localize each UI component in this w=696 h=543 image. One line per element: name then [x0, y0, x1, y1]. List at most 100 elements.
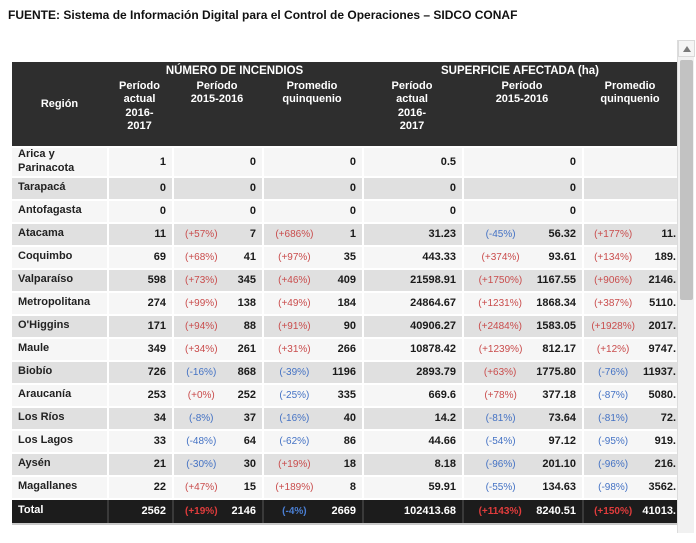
- value-cell: 3562.: [648, 481, 676, 493]
- value-cell: 2562: [107, 499, 172, 523]
- pct-change: (+91%): [278, 320, 311, 332]
- value-cell: 93.61: [548, 251, 576, 263]
- table-header: Región NÚMERO DE INCENDIOS Período actua…: [12, 62, 678, 146]
- value-cell: 97.12: [548, 435, 576, 447]
- pct-change: (+2484%): [478, 320, 522, 332]
- value-cell: 44.66: [362, 430, 462, 452]
- value-cell: 252: [237, 389, 256, 401]
- pct-value-cell: 0: [172, 177, 262, 199]
- pct-value-cell: (+2484%) 1583.05: [462, 315, 582, 337]
- pct-value-cell: (-96%) 216.: [582, 453, 678, 475]
- pct-change: (+97%): [278, 251, 311, 263]
- value-cell: 868: [237, 366, 256, 378]
- value-cell: 10878.42: [362, 338, 462, 360]
- value-cell: 0: [349, 205, 356, 217]
- value-cell: 349: [107, 338, 172, 360]
- value-cell: 41013.: [642, 505, 676, 517]
- pct-value-cell: (-95%) 919.: [582, 430, 678, 452]
- value-cell: 30: [243, 458, 256, 470]
- region-name: Los Ríos: [18, 411, 65, 424]
- pct-change: (+1750%): [478, 274, 523, 286]
- pct-value-cell: [582, 177, 678, 199]
- pct-change: (+49%): [278, 297, 311, 309]
- pct-value-cell: 0: [262, 177, 362, 199]
- table-row: Los Ríos 34 (-8%) 37 (-16%) 40 14.2 (-81%) 73.64…: [12, 405, 678, 429]
- pct-change: (+906%): [594, 274, 633, 286]
- pct-change: (-8%): [189, 412, 214, 424]
- value-cell: 345: [237, 274, 256, 286]
- table-row: Magallanes 22 (+47%) 15 (+189%) 8 59.91 (-55%) 1…: [12, 474, 678, 498]
- pct-value-cell: (+19%) 2146: [172, 499, 262, 523]
- value-cell: 41: [243, 251, 256, 263]
- pct-value-cell: (-16%) 868: [172, 361, 262, 383]
- pct-change: (+686%): [275, 228, 314, 240]
- pct-value-cell: (-96%) 201.10: [462, 453, 582, 475]
- pct-value-cell: (+46%) 409: [262, 269, 362, 291]
- region-name: Magallanes: [18, 480, 78, 493]
- value-cell: 598: [107, 269, 172, 291]
- value-cell: 0.5: [362, 148, 462, 176]
- pct-value-cell: (-54%) 97.12: [462, 430, 582, 452]
- value-cell: 64: [243, 435, 256, 447]
- pct-change: (-55%): [485, 481, 516, 493]
- value-cell: 90: [343, 320, 356, 332]
- pct-value-cell: (+12%) 9747.: [582, 338, 678, 360]
- value-cell: 0: [249, 182, 256, 194]
- pct-change: (+46%): [278, 274, 311, 286]
- pct-value-cell: (-87%) 5080.: [582, 384, 678, 406]
- value-cell: 86: [343, 435, 356, 447]
- pct-value-cell: (+150%) 41013.: [582, 499, 678, 523]
- value-cell: 15: [243, 481, 256, 493]
- pct-value-cell: (+31%) 266: [262, 338, 362, 360]
- pct-value-cell: (+63%) 1775.80: [462, 361, 582, 383]
- value-cell: 134.63: [542, 481, 576, 493]
- value-cell: 11.: [661, 228, 676, 240]
- value-cell: 11937.: [642, 366, 676, 378]
- pct-value-cell: 0: [462, 148, 582, 176]
- value-cell: 22: [107, 476, 172, 498]
- value-cell: 669.6: [362, 384, 462, 406]
- value-cell: 0: [107, 177, 172, 199]
- region-name: Maule: [18, 342, 50, 355]
- value-cell: 201.10: [542, 458, 576, 470]
- region-name: Aysén: [18, 457, 51, 470]
- value-cell: 1775.80: [536, 366, 576, 378]
- table-row: Biobío 726 (-16%) 868 (-39%) 1196 2893.79 (+63%…: [12, 359, 678, 383]
- value-cell: 0: [362, 200, 462, 222]
- value-cell: 1583.05: [536, 320, 576, 332]
- value-cell: 0: [249, 205, 256, 217]
- region-name: Total: [18, 504, 44, 517]
- value-cell: 40: [343, 412, 356, 424]
- pct-value-cell: (+78%) 377.18: [462, 384, 582, 406]
- value-cell: 1: [107, 148, 172, 176]
- group-superficie-afectada: SUPERFICIE AFECTADA (ha) Período actual …: [362, 62, 678, 146]
- pct-change: (-96%): [485, 458, 516, 470]
- region-name: Valparaíso: [18, 273, 74, 286]
- value-cell: 138: [237, 297, 256, 309]
- region-name: Antofagasta: [18, 204, 82, 217]
- group-title: NÚMERO DE INCENDIOS: [165, 65, 304, 77]
- value-cell: 0: [569, 182, 576, 194]
- pct-value-cell: (+19%) 18: [262, 453, 362, 475]
- scrollbar-thumb[interactable]: [680, 60, 693, 300]
- pct-value-cell: (+1750%) 1167.55: [462, 269, 582, 291]
- vertical-scrollbar[interactable]: [677, 40, 695, 533]
- value-cell: 5110.: [649, 297, 676, 309]
- pct-change: (-16%): [279, 412, 310, 424]
- pct-value-cell: (-81%) 73.64: [462, 407, 582, 429]
- pct-change: (+73%): [185, 274, 218, 286]
- pct-value-cell: (+91%) 90: [262, 315, 362, 337]
- arrow-up-icon: [682, 45, 691, 52]
- pct-change: (+19%): [185, 505, 218, 517]
- scroll-up-button[interactable]: [678, 40, 695, 57]
- col-header-region: Región: [40, 98, 79, 110]
- table-row: Metropolitana 274 (+99%) 138 (+49%) 184 24864.…: [12, 290, 678, 314]
- table-row: Los Lagos 33 (-48%) 64 (-62%) 86 44.66 (-54%) 97…: [12, 428, 678, 452]
- value-cell: 0: [569, 155, 576, 168]
- value-cell: 18: [343, 458, 356, 470]
- pct-change: (+1239%): [478, 343, 523, 355]
- value-cell: 2893.79: [362, 361, 462, 383]
- col-header-promedio: Promedio quinquenio: [282, 80, 342, 106]
- value-cell: 0: [107, 200, 172, 222]
